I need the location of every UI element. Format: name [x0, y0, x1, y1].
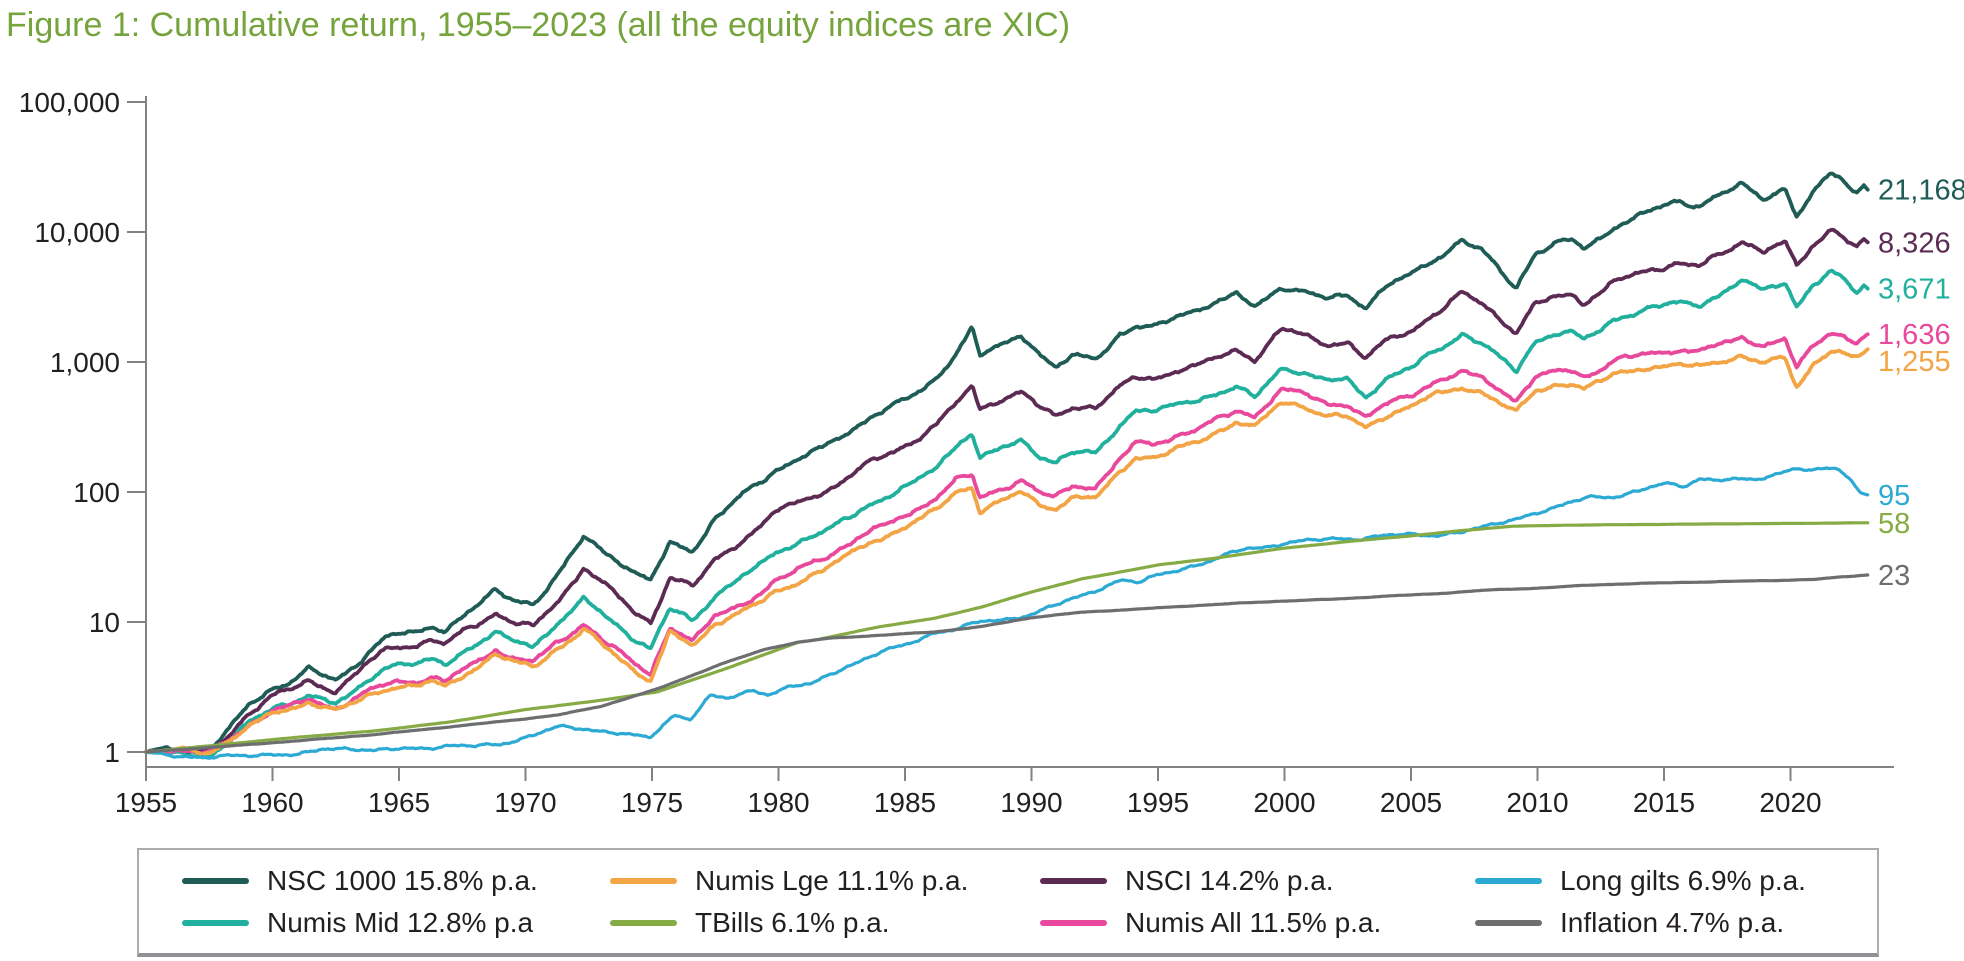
- end-label-nsc-1000: 21,168: [1878, 175, 1964, 207]
- x-tick-label: 1995: [1127, 787, 1189, 818]
- series-line-inflation: [144, 573, 1870, 754]
- x-tick-label: 2000: [1253, 787, 1315, 818]
- legend-item-nsci: NSCI 14.2% p.a.: [1040, 866, 1334, 896]
- x-tick-label: 2010: [1506, 787, 1568, 818]
- x-tick-label: 1955: [115, 787, 177, 818]
- figure-title: Figure 1: Cumulative return, 1955–2023 (…: [6, 6, 1071, 44]
- long-gilts-legend-label: Long gilts 6.9% p.a.: [1560, 865, 1806, 896]
- legend-item-numis-mid: Numis Mid 12.8% p.a: [182, 908, 533, 938]
- x-tick-label: 2020: [1759, 787, 1821, 818]
- nsc-1000-swatch: [182, 878, 249, 884]
- numis-lge-legend-label: Numis Lge 11.1% p.a.: [695, 865, 969, 896]
- x-tick-label: 1985: [874, 787, 936, 818]
- y-tick-label: 10: [89, 607, 120, 638]
- legend-item-numis-all: Numis All 11.5% p.a.: [1040, 908, 1381, 938]
- y-tick-label: 1: [104, 737, 120, 768]
- nsci-legend-label: NSCI 14.2% p.a.: [1125, 865, 1334, 896]
- end-label-numis-lge: 1,255: [1878, 346, 1951, 378]
- series-line-tbills: [144, 521, 1870, 754]
- series-line-numis-all: [144, 332, 1870, 756]
- y-tick-label: 1,000: [50, 347, 120, 378]
- end-label-numis-all: 1,636: [1878, 319, 1951, 351]
- x-tick-label: 1980: [747, 787, 809, 818]
- legend-item-long-gilts: Long gilts 6.9% p.a.: [1475, 866, 1806, 896]
- end-label-tbills: 58: [1878, 508, 1910, 540]
- x-tick-label: 2005: [1380, 787, 1442, 818]
- numis-all-swatch: [1040, 920, 1107, 926]
- inflation-legend-label: Inflation 4.7% p.a.: [1560, 907, 1785, 938]
- end-label-long-gilts: 95: [1878, 480, 1910, 512]
- series-line-nsc-1000: [144, 171, 1870, 756]
- end-label-nsci: 8,326: [1878, 227, 1951, 259]
- cumulative-return-chart: 100,000 10,000 1,000 100 10 1 1955 1960 1965 1970…: [19, 87, 1964, 818]
- tbills-legend-label: TBills 6.1% p.a.: [695, 907, 890, 938]
- legend-item-inflation: Inflation 4.7% p.a.: [1475, 908, 1784, 938]
- nsci-swatch: [1040, 878, 1107, 884]
- numis-mid-swatch: [182, 920, 249, 926]
- end-label-inflation: 23: [1878, 560, 1910, 592]
- long-gilts-swatch: [1475, 878, 1542, 884]
- x-tick-label: 1965: [368, 787, 430, 818]
- series-line-numis-mid: [144, 268, 1870, 760]
- series-line-numis-lge: [144, 347, 1870, 757]
- y-tick-label: 100: [73, 477, 120, 508]
- nsc-1000-legend-label: NSC 1000 15.8% p.a.: [267, 865, 538, 896]
- legend-box: NSC 1000 15.8% p.a. Numis Mid 12.8% p.a Nu…: [137, 848, 1879, 957]
- inflation-swatch: [1475, 920, 1542, 926]
- series-line-long-gilts: [144, 466, 1870, 760]
- legend-item-nsc-1000: NSC 1000 15.8% p.a.: [182, 866, 538, 896]
- x-tick-label: 1970: [494, 787, 556, 818]
- tbills-swatch: [610, 920, 677, 926]
- numis-lge-swatch: [610, 878, 677, 884]
- x-tick-label: 1990: [1000, 787, 1062, 818]
- y-tick-label: 10,000: [34, 217, 120, 248]
- x-tick-label: 2015: [1633, 787, 1695, 818]
- y-tick-label: 100,000: [19, 87, 120, 118]
- legend-item-numis-lge: Numis Lge 11.1% p.a.: [610, 866, 968, 896]
- legend-item-tbills: TBills 6.1% p.a.: [610, 908, 890, 938]
- x-tick-label: 1975: [621, 787, 683, 818]
- numis-mid-legend-label: Numis Mid 12.8% p.a: [267, 907, 534, 938]
- numis-all-legend-label: Numis All 11.5% p.a.: [1125, 907, 1382, 938]
- end-label-numis-mid: 3,671: [1878, 274, 1951, 306]
- series-line-nsci: [144, 227, 1870, 755]
- x-tick-label: 1960: [241, 787, 303, 818]
